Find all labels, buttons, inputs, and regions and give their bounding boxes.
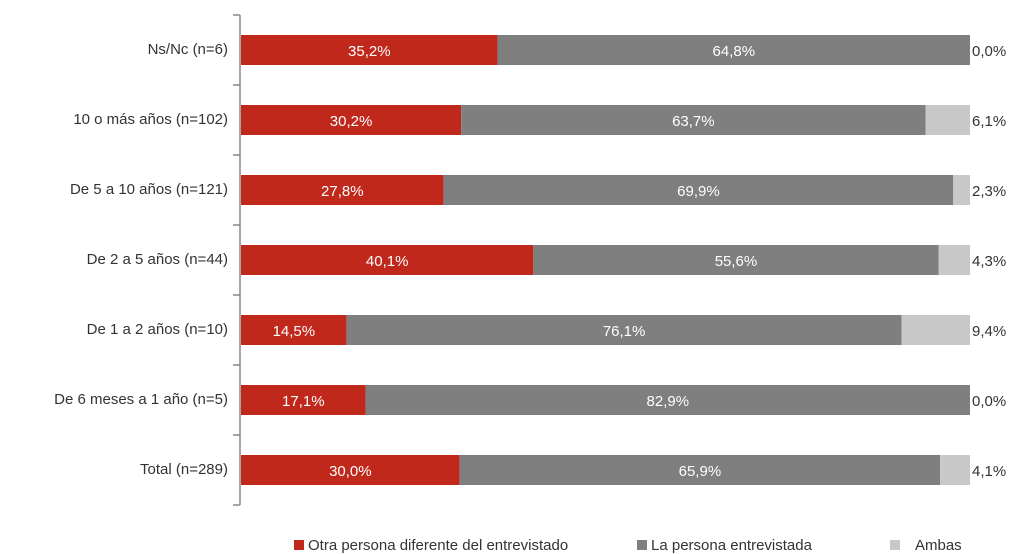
bar-segment (533, 245, 939, 275)
data-label: 0,0% (972, 43, 1006, 60)
y-tick-label: De 1 a 2 años (n=10) (87, 321, 228, 338)
bar-segment (241, 385, 366, 415)
y-tick-label: Ns/Nc (n=6) (148, 41, 228, 58)
data-label: 30,0% (329, 463, 372, 480)
y-tick-label: 10 o más años (n=102) (73, 111, 228, 128)
bar-segment (241, 455, 460, 485)
data-label: 14,5% (273, 323, 316, 340)
bar-segment (497, 35, 970, 65)
y-tick-label: Total (n=289) (140, 461, 228, 478)
bar-segment (461, 105, 926, 135)
legend-label: La persona entrevistada (651, 537, 813, 554)
data-label: 69,9% (677, 183, 720, 200)
y-tick-label: De 6 meses a 1 año (n=5) (54, 391, 228, 408)
data-label: 17,1% (282, 393, 325, 410)
data-label: 40,1% (366, 253, 409, 270)
bar-segment (346, 315, 902, 345)
data-label: 27,8% (321, 183, 364, 200)
legend-swatch (637, 540, 647, 550)
bar-segment (938, 245, 970, 275)
bar-segment (925, 105, 970, 135)
bar-segment (953, 175, 970, 205)
bar-segment (241, 315, 347, 345)
data-label: 82,9% (647, 393, 690, 410)
data-label: 30,2% (330, 113, 373, 130)
legend-swatch (890, 540, 900, 550)
y-tick-label: De 2 a 5 años (n=44) (87, 251, 228, 268)
bar-segment (241, 245, 534, 275)
legend-label: Ambas (915, 537, 962, 554)
bar-segment (459, 455, 941, 485)
bar-segment (365, 385, 970, 415)
bar-segment (443, 175, 954, 205)
bar-segment (940, 455, 970, 485)
legend-label: Otra persona diferente del entrevistado (308, 537, 568, 554)
data-label: 0,0% (972, 393, 1006, 410)
legend-swatch (294, 540, 304, 550)
data-label: 55,6% (715, 253, 758, 270)
data-label: 9,4% (972, 323, 1006, 340)
data-label: 35,2% (348, 43, 391, 60)
bar-segment (241, 105, 462, 135)
data-label: 4,3% (972, 253, 1006, 270)
data-label: 76,1% (603, 323, 646, 340)
data-label: 2,3% (972, 183, 1006, 200)
y-tick-label: De 5 a 10 años (n=121) (70, 181, 228, 198)
data-label: 4,1% (972, 463, 1006, 480)
data-label: 64,8% (713, 43, 756, 60)
bar-segment (901, 315, 970, 345)
data-label: 65,9% (679, 463, 722, 480)
bar-segment (241, 35, 498, 65)
bar-segment (241, 175, 444, 205)
data-label: 6,1% (972, 113, 1006, 130)
data-label: 63,7% (672, 113, 715, 130)
